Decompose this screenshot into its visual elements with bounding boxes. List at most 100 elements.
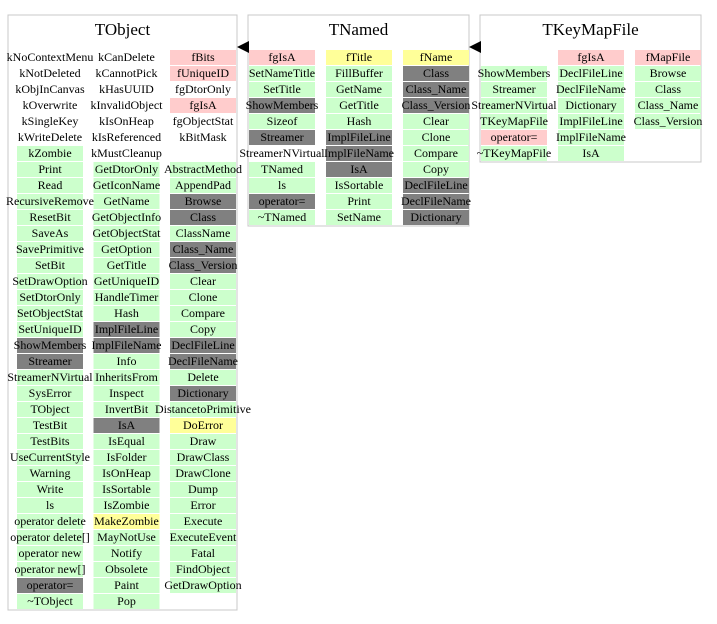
cell [326,82,392,97]
cell [170,354,236,369]
cell [481,98,547,113]
cell [93,498,160,513]
cell [17,578,83,593]
cell [93,98,160,113]
method-name: operator delete[] [10,530,90,544]
cell [93,482,160,497]
method-name: SetTitle [263,82,301,96]
method-name: Compare [181,306,225,320]
method-name: GetTitle [107,258,147,272]
cell [170,274,236,289]
cell [93,354,160,369]
method-name: SetDtorOnly [19,290,80,304]
method-name: StreamerNVirtual [239,146,325,160]
cell [249,194,315,209]
cell [249,82,315,97]
method-name: ls [278,178,286,192]
method-name: DeclFileName [401,194,471,208]
method-name: Notify [111,546,142,560]
cell [558,114,624,129]
method-name: InheritsFrom [95,370,158,384]
method-name: Class_Version [634,114,703,128]
method-name: Print [347,194,371,208]
cell [93,322,160,337]
cell [93,242,160,257]
method-name: DrawClone [175,466,230,480]
cell [170,178,236,193]
cell [17,146,83,161]
method-name: ResetBit [29,210,71,224]
class-title: TObject [95,20,151,39]
member-name: fgIsA [189,98,217,112]
cell [326,194,392,209]
method-name: Class [190,210,216,224]
member-name: kNotDeleted [19,66,80,80]
cell [17,130,83,145]
cell [93,258,160,273]
cell [170,258,236,273]
cell [93,370,160,385]
cell [170,530,236,545]
method-name: FindObject [176,562,231,576]
cell [17,418,83,433]
cell [93,66,160,81]
method-name: GetOption [101,242,152,256]
cell [93,418,160,433]
member-name: kOverwrite [23,98,78,112]
method-name: Hash [114,306,139,320]
member-name: fgIsA [268,50,296,64]
cell [93,562,160,577]
method-name: GetUniqueID [94,274,160,288]
cell [17,274,83,289]
cell [93,546,160,561]
member-name: kObjInCanvas [15,82,85,96]
cell [17,82,83,97]
method-name: Dictionary [177,386,228,400]
cell [17,482,83,497]
method-name: Delete [187,370,218,384]
cell [481,146,547,161]
method-name: ImplFileName [324,146,394,160]
method-name: operator= [27,578,74,592]
cell [326,162,392,177]
cell [635,66,701,81]
method-name: IsSortable [102,482,151,496]
method-name: GetTitle [339,98,379,112]
method-name: MayNotUse [97,530,156,544]
cell [93,578,160,593]
method-name: Hash [347,114,372,128]
cell [635,114,701,129]
cell [170,386,236,401]
member-name: fUniqueID [177,66,229,80]
member-name: fgObjectStat [173,114,234,128]
cell [93,290,160,305]
cell [93,162,160,177]
method-name: ls [46,498,54,512]
method-name: Dictionary [410,210,461,224]
cell [170,498,236,513]
cell [170,562,236,577]
cell [93,210,160,225]
method-name: DrawClass [177,450,230,464]
method-name: Print [38,162,62,176]
cell [170,370,236,385]
method-name: Class [423,66,449,80]
cell [249,114,315,129]
cell [170,242,236,257]
method-name: IsA [350,162,368,176]
cell [558,82,624,97]
cell [93,194,160,209]
method-name: Clear [190,274,216,288]
method-name: GetObjectInfo [92,210,161,224]
cell [558,146,624,161]
cell [249,130,315,145]
member-name: fgIsA [577,50,605,64]
method-name: Sizeof [267,114,298,128]
method-name: StreamerNVirtual [471,98,557,112]
cell [17,98,83,113]
cell [403,114,469,129]
cell [17,594,83,609]
method-name: HandleTimer [95,290,159,304]
member-name: fMapFile [646,50,691,64]
method-name: GetDtorOnly [95,162,158,176]
